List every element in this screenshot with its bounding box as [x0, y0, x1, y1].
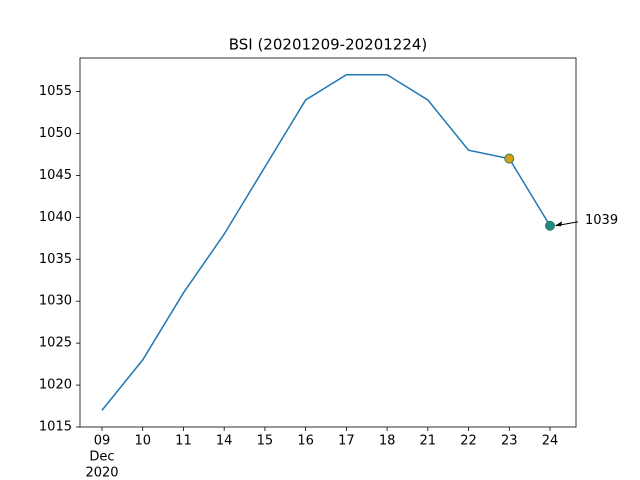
y-tick-label: 1055 [39, 84, 72, 99]
x-tick-label: 17 [338, 434, 355, 449]
y-tick-label: 1040 [39, 210, 72, 225]
x-tick-label: 09 [94, 434, 111, 449]
x-tick-label: 22 [460, 434, 477, 449]
point-marker [504, 153, 515, 164]
annotation-arrowhead [555, 221, 562, 227]
x-tick-label: 16 [297, 434, 314, 449]
x-tick-label: 18 [379, 434, 396, 449]
x-tick-label: 14 [216, 434, 233, 449]
x-year-label: 2020 [85, 466, 118, 480]
y-tick-label: 1015 [39, 420, 72, 435]
y-tick-label: 1025 [39, 336, 72, 351]
y-tick-label: 1035 [39, 252, 72, 267]
plot-frame [79, 57, 577, 428]
x-tick-label: 11 [175, 434, 192, 449]
y-tick-label: 1030 [39, 294, 72, 309]
x-month-label: Dec [89, 450, 114, 465]
x-tick-label: 15 [257, 434, 274, 449]
y-tick-label: 1050 [39, 126, 72, 141]
line [101, 74, 551, 411]
x-tick-label: 21 [420, 434, 437, 449]
x-tick-label: 10 [134, 434, 151, 449]
point-marker [545, 220, 555, 231]
annotation-label: 1039 [585, 213, 618, 228]
chart-title: BSI (20201209-20201224) [229, 36, 428, 54]
x-tick-label: 24 [542, 434, 559, 449]
y-tick-label: 1045 [39, 168, 72, 183]
y-tick-label: 1020 [39, 378, 72, 393]
x-tick-label: 23 [501, 434, 518, 449]
